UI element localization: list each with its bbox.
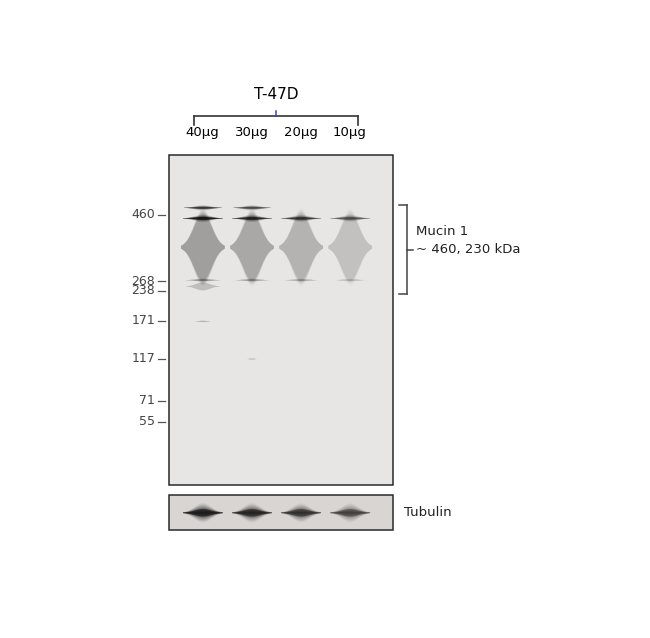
Text: 171: 171 — [131, 315, 155, 327]
Bar — [170, 155, 393, 486]
Bar — [170, 495, 393, 530]
Text: Tubulin: Tubulin — [404, 506, 451, 519]
Text: 71: 71 — [140, 394, 155, 407]
Text: 268: 268 — [131, 275, 155, 288]
Text: Mucin 1
~ 460, 230 kDa: Mucin 1 ~ 460, 230 kDa — [416, 225, 520, 256]
Text: 30μg: 30μg — [235, 126, 268, 140]
Bar — [170, 495, 393, 530]
Text: 10μg: 10μg — [333, 126, 367, 140]
Text: 460: 460 — [131, 208, 155, 221]
Text: 55: 55 — [139, 415, 155, 428]
Text: 238: 238 — [131, 284, 155, 297]
Bar — [170, 155, 393, 486]
Text: 40μg: 40μg — [185, 126, 219, 140]
Text: T-47D: T-47D — [254, 87, 298, 102]
Text: 117: 117 — [131, 352, 155, 365]
Text: 20μg: 20μg — [283, 126, 318, 140]
